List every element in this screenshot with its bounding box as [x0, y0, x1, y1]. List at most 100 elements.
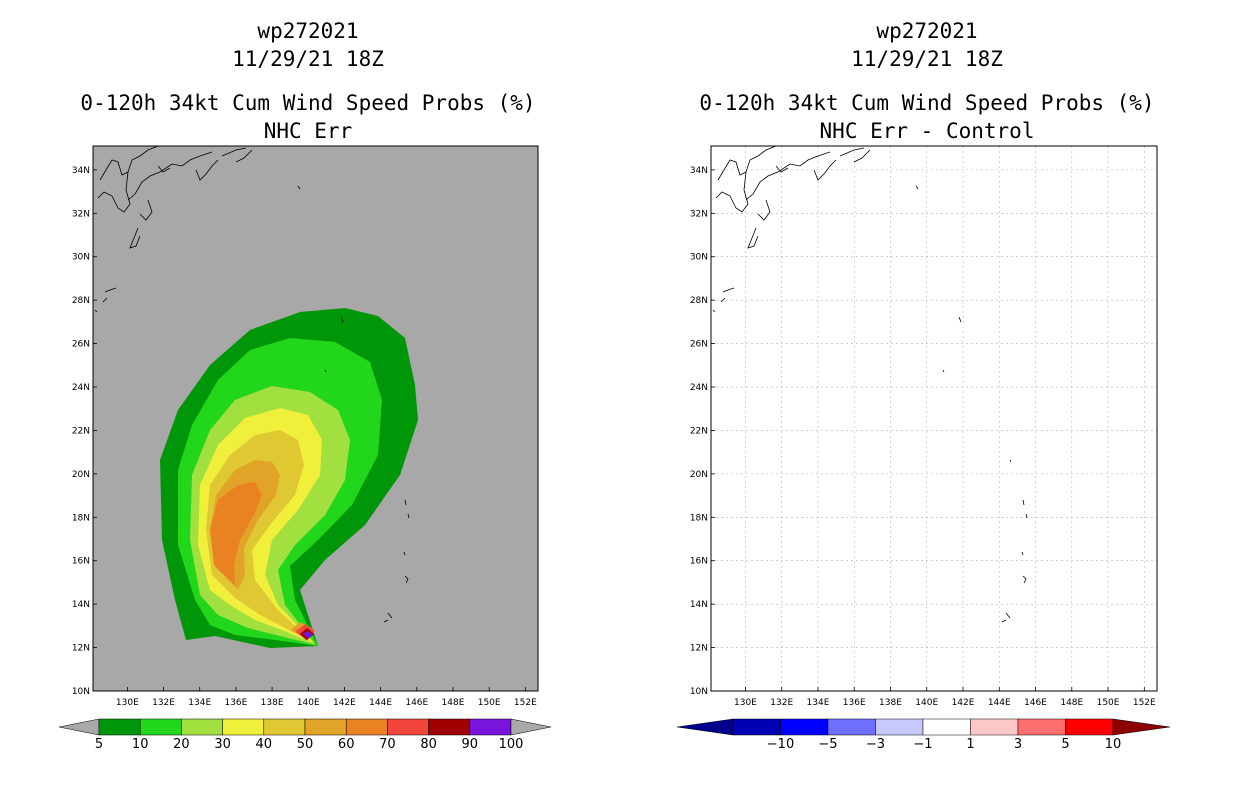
- x-tick-label: 146E: [405, 698, 428, 708]
- y-tick-label: 18N: [690, 513, 708, 523]
- japan-coastline: [97, 146, 253, 249]
- y-tick-label: 14N: [690, 600, 708, 610]
- colorbar-label: −1: [913, 737, 932, 752]
- colorbar-label: 10: [132, 737, 149, 752]
- colorbar-box: [222, 718, 265, 736]
- colorbar-label: 1: [966, 737, 974, 752]
- y-tick-label: 32N: [72, 209, 90, 219]
- left-axis-ticks: 130E 132E 134E 136E 138E 140E 142E 144E 146E 148E…: [72, 166, 537, 708]
- x-tick-label: 150E: [1097, 698, 1120, 708]
- colorbar-box: [1017, 718, 1066, 736]
- left-storm-id: wp272021: [257, 19, 358, 43]
- left-colorbar-boxes: [98, 718, 512, 736]
- left-colorbar-min-arrow: [58, 718, 100, 736]
- right-colorbar: −10 −5 −3 −1 1 3 5 10: [676, 718, 1171, 752]
- right-axis-ticks: 130E 132E 134E 136E 138E 140E 142E 144E 146E 148E…: [690, 166, 1156, 708]
- right-plot-frame: [710, 145, 1158, 692]
- colorbar-box: [345, 718, 388, 736]
- right-colorbar-labels: −10 −5 −3 −1 1 3 5 10: [767, 737, 1121, 752]
- left-coastlines: [94, 146, 410, 623]
- colorbar-label: −10: [767, 737, 794, 752]
- colorbar-label: 5: [95, 737, 103, 752]
- colorbar-box: [304, 718, 347, 736]
- y-tick-label: 18N: [72, 513, 90, 523]
- y-tick-label: 10N: [72, 687, 90, 697]
- colorbar-box: [875, 718, 924, 736]
- x-tick-label: 140E: [915, 698, 938, 708]
- left-probability-field: [160, 308, 418, 648]
- colorbar-label: 60: [338, 737, 355, 752]
- left-colorbar-labels: 5 10 20 30 40 50 60 70 80 90 100: [95, 737, 524, 752]
- colorbar-label: 100: [499, 737, 524, 752]
- x-tick-label: 146E: [1024, 698, 1047, 708]
- y-tick-label: 30N: [72, 253, 90, 263]
- colorbar-box: [428, 718, 471, 736]
- y-tick-label: 26N: [690, 340, 708, 350]
- y-tick-label: 26N: [72, 340, 90, 350]
- colorbar-label: −5: [818, 737, 837, 752]
- mariana-islands: [383, 499, 410, 623]
- y-tick-label: 22N: [690, 426, 708, 436]
- right-coastlines: [712, 146, 1028, 623]
- right-colorbar-boxes: [732, 718, 1114, 736]
- x-tick-label: 142E: [333, 698, 356, 708]
- colorbar-label: 50: [297, 737, 314, 752]
- colorbar-label: 40: [256, 737, 273, 752]
- left-colorbar-max-arrow: [510, 718, 552, 736]
- x-tick-label: 138E: [879, 698, 902, 708]
- colorbar-label: 80: [420, 737, 437, 752]
- y-tick-label: 12N: [690, 644, 708, 654]
- x-tick-label: 142E: [952, 698, 975, 708]
- right-date: 11/29/21 18Z: [851, 47, 1003, 71]
- prob-band-60: [210, 482, 310, 637]
- x-tick-label: 152E: [1133, 698, 1156, 708]
- y-tick-label: 30N: [690, 253, 708, 263]
- x-tick-label: 144E: [369, 698, 392, 708]
- colorbar-box: [387, 718, 429, 736]
- y-tick-label: 34N: [690, 166, 708, 176]
- left-panel: wp272021 11/29/21 18Z 0-120h 34kt Cum Wi…: [58, 19, 552, 752]
- x-tick-label: 136E: [224, 698, 247, 708]
- right-subtitle: NHC Err - Control: [820, 119, 1035, 143]
- ryukyu-islands: [94, 287, 117, 313]
- colorbar-box: [922, 718, 971, 736]
- colorbar-label: 10: [1105, 737, 1122, 752]
- colorbar-label: 3: [1014, 737, 1022, 752]
- colorbar-label: 90: [462, 737, 479, 752]
- left-title: 0-120h 34kt Cum Wind Speed Probs (%): [80, 91, 535, 115]
- y-tick-label: 24N: [690, 383, 708, 393]
- colorbar-box: [263, 718, 306, 736]
- colorbar-box: [780, 718, 829, 736]
- bonin-islands: [915, 185, 1012, 463]
- colorbar-box: [827, 718, 876, 736]
- y-tick-label: 34N: [72, 166, 90, 176]
- right-colorbar-min-arrow: [676, 718, 734, 736]
- mariana-islands: [1001, 499, 1028, 623]
- y-tick-label: 16N: [690, 557, 708, 567]
- y-tick-label: 20N: [690, 470, 708, 480]
- x-tick-label: 148E: [1060, 698, 1083, 708]
- right-map-background: [711, 146, 1157, 691]
- y-tick-label: 24N: [72, 383, 90, 393]
- y-tick-label: 28N: [72, 296, 90, 306]
- y-tick-label: 16N: [72, 557, 90, 567]
- x-tick-label: 138E: [261, 698, 284, 708]
- colorbar-label: −3: [866, 737, 885, 752]
- x-tick-label: 132E: [152, 698, 175, 708]
- colorbar-box: [139, 718, 182, 736]
- y-tick-label: 32N: [690, 209, 708, 219]
- x-tick-label: 136E: [843, 698, 866, 708]
- y-tick-label: 22N: [72, 426, 90, 436]
- x-tick-label: 134E: [807, 698, 830, 708]
- left-colorbar: 5 10 20 30 40 50 60 70 80 90 100: [58, 718, 552, 752]
- colorbar-box: [469, 718, 512, 736]
- x-tick-label: 150E: [478, 698, 501, 708]
- left-plot-frame: [92, 145, 539, 692]
- left-date: 11/29/21 18Z: [232, 47, 384, 71]
- colorbar-box: [970, 718, 1019, 736]
- colorbar-box: [98, 718, 141, 736]
- x-tick-label: 130E: [116, 698, 139, 708]
- colorbar-label: 20: [173, 737, 190, 752]
- x-tick-label: 148E: [442, 698, 465, 708]
